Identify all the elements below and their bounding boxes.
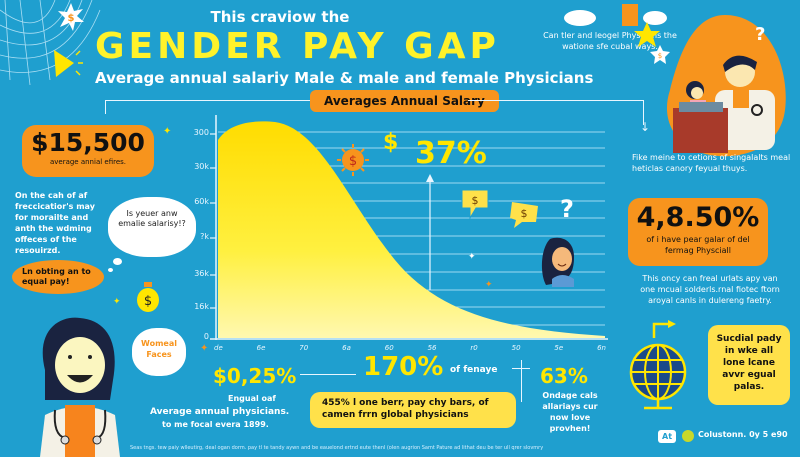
stat-a-caption-1: Engual oaf: [228, 394, 276, 403]
dollar-badge-icon: $: [650, 45, 670, 64]
chart-title-tag: Averages Annual Salary: [310, 90, 499, 112]
right-stat-caption: of i have pear galar of del fermag Physc…: [646, 235, 750, 255]
frame-line-right: [468, 100, 644, 101]
frame-line-left-drop: [105, 100, 106, 114]
yellow-star-icon: [634, 22, 660, 47]
megaphone-triangle-icon: [54, 50, 83, 77]
frame-line-right-drop: [643, 100, 644, 125]
svg-text:$: $: [349, 154, 357, 169]
stat-c-value: 63%: [540, 364, 588, 388]
svg-text:$: $: [68, 13, 75, 24]
y-tick-label: 300: [193, 128, 209, 137]
right-note-1: Fike meine to cetions of singalalts meal…: [632, 153, 791, 173]
stat-a-caption-3: to me focal evera 1899.: [162, 420, 269, 429]
dollar-sun-icon: $: [337, 144, 369, 176]
right-yellow-box: Sucdial pady in wke all lone lcane avvr …: [708, 325, 790, 405]
dollar-star-icon: $: [58, 3, 84, 31]
salary-area-chart: [210, 115, 608, 340]
svg-text:$: $: [521, 207, 528, 220]
y-tick-label: 0: [203, 332, 209, 341]
left-stat-caption: average annial efires.: [49, 158, 127, 166]
cloud-icons: [564, 4, 667, 26]
page-title: GENDER PAY GAP: [95, 26, 500, 67]
x-tick-label: de: [214, 344, 223, 352]
y-tick-label: 36k: [194, 269, 209, 278]
right-note-2: This oncy can freal urlats apy van one m…: [640, 274, 780, 305]
svg-text:?: ?: [755, 24, 765, 45]
x-tick-label: 56: [427, 344, 437, 352]
sparkle-icon: ✦: [468, 252, 476, 262]
svg-text:$: $: [658, 52, 662, 60]
left-paragraph: On the cah of af freccicatior's may for …: [15, 191, 95, 255]
sparkle-icon: ✦: [163, 126, 172, 137]
y-tick-label: 60k: [194, 197, 209, 206]
headline-percent: 37%: [415, 136, 487, 171]
money-bag-icon: $: [137, 282, 159, 312]
women-faces-text: Womeal Faces: [141, 339, 177, 359]
stat-a-value: $0,25%: [213, 364, 297, 388]
left-stat-callout: $15,500 average annial efires.: [22, 125, 154, 177]
question-mark-icon: ?: [560, 195, 574, 223]
top-right-note: Can tler and leogel Physcians the wation…: [543, 31, 677, 51]
down-arrow-icon: ↓: [640, 120, 651, 134]
female-avatar-icon: [541, 237, 574, 287]
thought-dot: [108, 268, 113, 272]
x-tick-label: 70: [299, 344, 309, 352]
y-tick-label: 30k: [194, 162, 209, 171]
globe-icon: [629, 320, 687, 410]
dollar-speech-icon: $: [510, 202, 538, 228]
x-tick-label: 6a: [342, 344, 351, 352]
footer-logo-icon: [682, 430, 694, 442]
left-stat-value: $15,500: [31, 128, 145, 157]
women-faces-bubble: Womeal Faces: [132, 328, 186, 376]
y-tick-label: ?k: [200, 232, 209, 241]
stat-c-caption: Ondage cals allariays cur now love provh…: [542, 391, 598, 433]
x-tick-label: 5e: [554, 344, 564, 352]
footer-badge: At: [658, 430, 677, 443]
x-tick-label: 60: [384, 344, 394, 352]
svg-text:$: $: [144, 294, 152, 309]
x-tick-label: r0: [470, 344, 478, 352]
y-tick-label: 16k: [194, 302, 209, 311]
sparkle-icon: ✦: [113, 297, 121, 307]
dollar-sign-icon: $: [383, 130, 399, 155]
thought-dot: [113, 258, 122, 265]
sparkle-icon: ✦: [200, 343, 209, 354]
connector-line: [521, 360, 522, 402]
right-stat-callout: 4,8.50% of i have pear galar of del ferm…: [628, 198, 768, 266]
sparkle-icon: ✦: [485, 280, 493, 290]
pre-title: This craviow the: [210, 8, 350, 26]
male-physician-illustration: ?: [666, 15, 786, 157]
dollar-speech-icon: $: [461, 189, 489, 220]
stat-b-suffix: of fenaye: [450, 365, 498, 375]
x-axis: de 6e 70 6a 60 56 r0 50 5e 6n: [214, 344, 606, 352]
connector-line: [300, 374, 356, 375]
thought-bubble-text: Is yeuer anw emalie salarisy!?: [118, 209, 186, 228]
right-stat-value: 4,8.50%: [636, 202, 760, 233]
stat-a-caption-2: Average annual physicians.: [150, 407, 290, 417]
female-physician-illustration: [40, 317, 120, 457]
page-subtitle: Average annual salariy Male & male and f…: [95, 69, 594, 87]
x-tick-label: 6n: [597, 344, 606, 352]
footer-credit: Colustonn. 0y 5 e90: [698, 430, 788, 439]
x-tick-label: 6e: [256, 344, 266, 352]
speech-bubble: Ln obting an to equal pay!: [12, 260, 104, 294]
speech-bubble-text: Ln obting an to equal pay!: [22, 267, 91, 286]
x-tick-label: 50: [511, 344, 521, 352]
frame-line-left: [105, 100, 310, 101]
svg-text:$: $: [472, 194, 479, 207]
thought-bubble: Is yeuer anw emalie salarisy!?: [108, 197, 196, 257]
footer-fine-print: Seas tngs. tew paiy wlleutirg, deal ogan…: [130, 445, 544, 451]
stat-b-box: 455% l one berr, pay chy bars, of camen …: [310, 392, 516, 428]
stat-b-value: 170%: [363, 352, 444, 382]
